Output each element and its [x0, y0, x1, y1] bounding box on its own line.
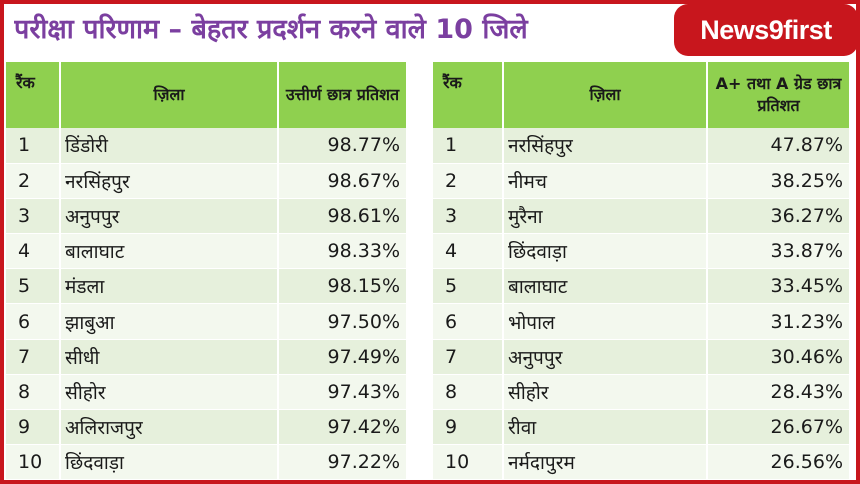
pass-percentage-table: रैंक ज़िला उत्तीर्ण छात्र प्रतिशत 1 डिंडो… [6, 62, 406, 481]
district-cell: सीधी [60, 339, 279, 375]
percentage-cell: 26.67% [707, 409, 849, 446]
percentage-cell: 36.27% [707, 198, 849, 235]
table-row: 8 सीहोर 28.43% [433, 374, 849, 411]
district-cell: छिंदवाड़ा [60, 444, 279, 481]
rank-cell: 2 [433, 163, 504, 199]
news9first-logo: News9first [674, 4, 858, 56]
district-cell: अनुपपुर [503, 339, 708, 375]
table-row: 3 अनुपपुर 98.61% [6, 198, 406, 235]
district-cell: मंडला [60, 268, 279, 305]
rank-cell: 9 [6, 409, 61, 446]
table-row: 10 नर्मदापुरम 26.56% [433, 444, 849, 481]
rank-cell: 4 [6, 233, 61, 270]
district-cell: नरसिंहपुर [60, 163, 279, 199]
rank-cell: 10 [433, 444, 504, 481]
percentage-cell: 98.61% [278, 198, 406, 235]
table-row: 7 अनुपपुर 30.46% [433, 339, 849, 375]
table-row: 2 नीमच 38.25% [433, 163, 849, 199]
rank-cell: 7 [433, 339, 504, 375]
district-cell: अनुपपुर [60, 198, 279, 235]
rank-cell: 3 [433, 198, 504, 235]
table-row: 2 नरसिंहपुर 98.67% [6, 163, 406, 199]
percentage-cell: 98.15% [278, 268, 406, 305]
rank-cell: 5 [433, 268, 504, 305]
grade-percent-header: A+ तथा A ग्रेड छात्र प्रतिशत [707, 62, 849, 128]
page-title: परीक्षा परिणाम – बेहतर प्रदर्शन करने वाल… [14, 14, 528, 45]
rank-header: रैंक [6, 62, 61, 128]
rank-cell: 1 [6, 128, 61, 164]
table-header-row: रैंक ज़िला A+ तथा A ग्रेड छात्र प्रतिशत [433, 62, 849, 128]
percentage-cell: 97.49% [278, 339, 406, 375]
district-cell: छिंदवाड़ा [503, 233, 708, 270]
district-cell: झाबुआ [60, 303, 279, 340]
percentage-cell: 98.77% [278, 128, 406, 164]
rank-cell: 7 [6, 339, 61, 375]
percentage-cell: 97.50% [278, 303, 406, 340]
table-row: 1 डिंडोरी 98.77% [6, 128, 406, 164]
district-cell: डिंडोरी [60, 128, 279, 164]
table-row: 9 अलिराजपुर 97.42% [6, 409, 406, 446]
district-header: ज़िला [503, 62, 708, 128]
rank-cell: 6 [433, 303, 504, 340]
district-cell: नीमच [503, 163, 708, 199]
percentage-cell: 97.22% [278, 444, 406, 481]
rank-cell: 2 [6, 163, 61, 199]
rank-cell: 3 [6, 198, 61, 235]
rank-cell: 8 [433, 374, 504, 411]
table-row: 10 छिंदवाड़ा 97.22% [6, 444, 406, 481]
table-header-row: रैंक ज़िला उत्तीर्ण छात्र प्रतिशत [6, 62, 406, 128]
grade-percentage-table: रैंक ज़िला A+ तथा A ग्रेड छात्र प्रतिशत … [433, 62, 849, 481]
table-row: 8 सीहोर 97.43% [6, 374, 406, 411]
percentage-cell: 33.45% [707, 268, 849, 305]
rank-cell: 4 [433, 233, 504, 270]
percentage-cell: 98.67% [278, 163, 406, 199]
rank-cell: 10 [6, 444, 61, 481]
table-row: 7 सीधी 97.49% [6, 339, 406, 375]
percentage-cell: 33.87% [707, 233, 849, 270]
rank-header: रैंक [433, 62, 504, 128]
rank-cell: 5 [6, 268, 61, 305]
district-cell: सीहोर [503, 374, 708, 411]
table-row: 1 नरसिंहपुर 47.87% [433, 128, 849, 164]
percentage-cell: 47.87% [707, 128, 849, 164]
district-cell: सीहोर [60, 374, 279, 411]
percentage-cell: 97.43% [278, 374, 406, 411]
district-cell: मुरैना [503, 198, 708, 235]
rank-cell: 6 [6, 303, 61, 340]
district-cell: बालाघाट [503, 268, 708, 305]
district-cell: नरसिंहपुर [503, 128, 708, 164]
table-row: 5 बालाघाट 33.45% [433, 268, 849, 305]
percentage-cell: 31.23% [707, 303, 849, 340]
table-row: 4 छिंदवाड़ा 33.87% [433, 233, 849, 270]
percentage-cell: 30.46% [707, 339, 849, 375]
rank-cell: 1 [433, 128, 504, 164]
district-cell: नर्मदापुरम [503, 444, 708, 481]
rank-cell: 8 [6, 374, 61, 411]
table-row: 4 बालाघाट 98.33% [6, 233, 406, 270]
percentage-cell: 26.56% [707, 444, 849, 481]
table-row: 3 मुरैना 36.27% [433, 198, 849, 235]
pass-percent-header: उत्तीर्ण छात्र प्रतिशत [278, 62, 406, 128]
table-row: 6 झाबुआ 97.50% [6, 303, 406, 340]
table-row: 6 भोपाल 31.23% [433, 303, 849, 340]
table-row: 9 रीवा 26.67% [433, 409, 849, 446]
percentage-cell: 97.42% [278, 409, 406, 446]
district-header: ज़िला [60, 62, 279, 128]
rank-cell: 9 [433, 409, 504, 446]
district-cell: रीवा [503, 409, 708, 446]
district-cell: भोपाल [503, 303, 708, 340]
percentage-cell: 98.33% [278, 233, 406, 270]
logo-text: News9first [700, 14, 832, 45]
percentage-cell: 28.43% [707, 374, 849, 411]
percentage-cell: 38.25% [707, 163, 849, 199]
district-cell: बालाघाट [60, 233, 279, 270]
table-row: 5 मंडला 98.15% [6, 268, 406, 305]
district-cell: अलिराजपुर [60, 409, 279, 446]
